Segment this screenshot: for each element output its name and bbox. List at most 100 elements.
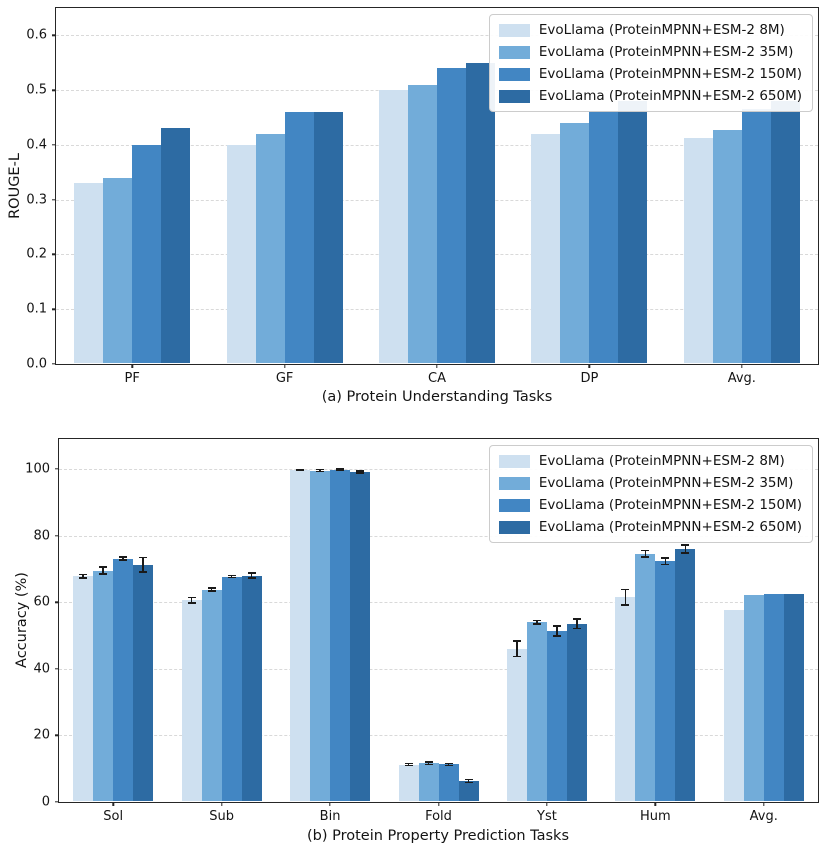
bar-bin-series1 [310,470,331,801]
bar-gf-series0 [226,144,256,363]
error-bar [556,626,558,637]
bar-avg-series1 [712,129,742,363]
x-tick-label-ca: CA [428,371,446,386]
error-bar-cap [641,549,650,552]
error-bar-cap [227,574,236,577]
error-bar-cap [464,781,473,784]
error-bar [624,589,627,605]
bar-dp-series2 [589,112,619,363]
x-tick-label-dp: DP [580,371,599,386]
error-bar-cap [119,556,128,558]
bar-ca-series3 [466,62,495,363]
error-bar-cap [119,559,128,561]
legend-swatch-icon [498,476,530,490]
x-tick-label-avg: Avg. [749,809,778,824]
bar-dp-series0 [531,133,561,363]
error-bar-cap [99,573,108,575]
error-bar-cap [187,602,196,604]
bar-yst-series1 [526,622,547,801]
error-bar [684,544,687,553]
error-bar-cap [139,571,148,573]
error-bar-cap [621,588,630,591]
legend-swatch-icon [498,89,530,103]
chart-protein-understanding: ROUGE-L 0.0 0.1 0.2 0.3 0.4 0.5 0.6 PF GF CA DP Avg… [7,7,819,405]
error-bar [190,597,193,603]
bar-yst-series2 [546,631,567,801]
y-tick-mark [52,89,56,91]
error-bar [644,550,647,558]
error-bar-cap [336,468,345,470]
error-bar-cap [404,764,413,767]
y-tick-mark [52,144,56,146]
error-bar [230,575,233,578]
error-bar [427,762,430,765]
x-tick-mark [436,364,438,368]
bar-gf-series2 [284,112,314,363]
y-tick-label: 100 [25,461,50,477]
legend-item: EvoLlama (ProteinMPNN+ESM-2 650M) [498,88,802,104]
error-bar-cap [316,468,325,471]
y-tick-mark [55,668,59,670]
error-bar-cap [424,761,433,763]
x-tick-label-fold: Fold [425,809,452,824]
error-bar-cap [661,563,670,566]
error-bar [576,619,578,629]
bar-sub-series3 [241,575,262,801]
bar-ca-series2 [437,68,466,363]
error-bar [536,620,538,624]
y-tick-label: 0.3 [26,192,47,208]
y-tick-label: 0.6 [26,27,47,43]
plot-area-a: 0.0 0.1 0.2 0.3 0.4 0.5 0.6 PF GF CA DP Avg. EvoLlam… [26,7,819,386]
gridline [59,735,818,737]
x-tick-mark [283,364,286,368]
error-bar [359,470,361,473]
bar-avg-series1 [743,594,764,801]
plot-area-b: 0 20 40 60 80 100 Sol Sub Bin Fold Yst Hum Avg. EvoLl… [25,438,819,824]
error-bar-cap [99,566,108,568]
legend-swatch-icon [498,520,530,534]
bar-hum-series0 [615,597,636,801]
y-tick-label: 0.1 [26,301,47,317]
x-tick-label-pf: PF [124,371,140,386]
error-bar [82,574,84,578]
y-tick-mark [55,468,59,470]
error-bar-cap [187,596,196,599]
error-bar-cap [79,577,88,579]
x-tick-mark [112,802,114,806]
error-bar-cap [296,468,305,471]
bar-bin-series3 [350,471,371,801]
error-bar-cap [661,557,670,559]
error-bar-cap [424,763,433,766]
legend-item: EvoLlama (ProteinMPNN+ESM-2 35M) [498,475,802,491]
error-bar-cap [552,625,561,627]
bar-sub-series0 [181,600,202,801]
y-tick-label: 0.5 [26,82,47,98]
bar-ca-series0 [379,90,408,363]
error-bar [407,763,410,766]
bar-avg-series2 [741,109,771,363]
error-bar-cap [139,556,148,559]
x-tick-label-hum: Hum [640,809,671,824]
bar-yst-series3 [566,623,587,801]
y-tick-mark [55,734,59,737]
y-tick-label: 60 [33,594,50,610]
bar-dp-series3 [618,101,648,363]
legend-label: EvoLlama (ProteinMPNN+ESM-2 35M) [538,475,794,491]
y-tick-label: 0.2 [26,246,47,262]
legend-item: EvoLlama (ProteinMPNN+ESM-2 8M) [498,22,802,38]
error-bar-cap [247,577,256,579]
gridline [56,35,818,37]
bar-bin-series0 [290,469,311,801]
y-tick-mark [52,34,56,37]
error-bar [142,557,144,573]
legend-item: EvoLlama (ProteinMPNN+ESM-2 150M) [498,497,802,513]
bar-fold-series0 [398,764,419,801]
y-tick-label: 80 [33,528,50,544]
bar-avg-series0 [723,609,744,801]
x-tick-label-sub: Sub [209,809,235,824]
bar-bin-series2 [330,469,351,801]
x-tick-mark [437,802,440,806]
bar-sub-series1 [201,589,222,801]
error-bar-cap [552,635,561,637]
error-bar [467,779,470,783]
